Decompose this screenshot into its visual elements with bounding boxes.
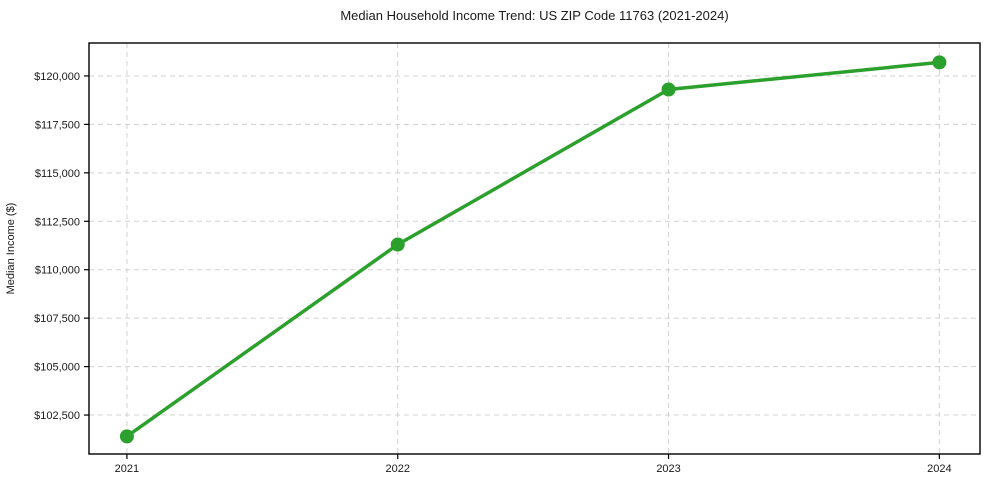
trend-line <box>125 60 942 439</box>
data-point-2023 <box>661 82 676 97</box>
chart-title: Median Household Income Trend: US ZIP Co… <box>340 8 729 23</box>
y-axis-label: Median Income ($) <box>5 203 17 295</box>
y-tick-label: $105,000 <box>34 362 80 374</box>
plot-border <box>88 42 981 455</box>
y-tick-label: $107,500 <box>34 313 80 325</box>
y-tick-label: $110,000 <box>35 265 80 277</box>
x-tick-label: 2021 <box>115 463 139 475</box>
y-tick-label: $120,000 <box>34 71 80 83</box>
x-tick-label: 2023 <box>656 463 680 475</box>
y-tick-label: $112,500 <box>35 216 80 228</box>
data-point-2024 <box>932 55 947 70</box>
data-point-2022 <box>390 237 405 252</box>
y-tick-label: $102,500 <box>34 410 80 422</box>
y-tick-label: $115,000 <box>35 168 80 180</box>
x-tick-label: 2022 <box>385 463 409 475</box>
x-tick-label: 2024 <box>927 463 951 475</box>
data-point-2021 <box>119 429 134 444</box>
y-tick-label: $117,500 <box>35 119 80 131</box>
